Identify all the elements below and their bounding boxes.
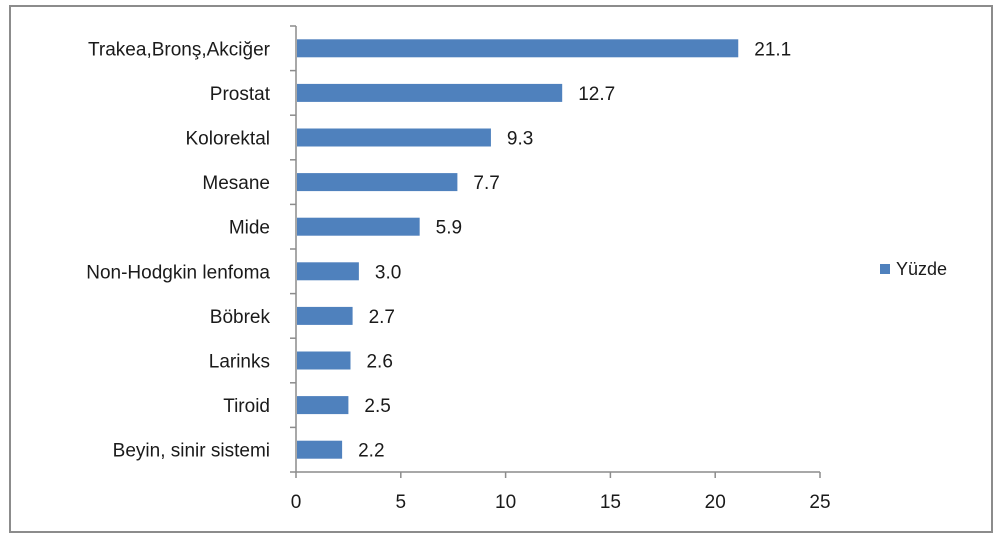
legend-swatch-yuzde: [880, 264, 890, 274]
bar-3: [297, 173, 458, 192]
data-label-6: 2.7: [369, 307, 395, 328]
category-label-9: Beyin, sinir sistemi: [113, 441, 270, 462]
bar-5: [297, 262, 359, 281]
legend-label-yuzde: Yüzde: [896, 259, 947, 279]
legend: Yüzde: [880, 259, 947, 279]
x-tick-label-2: 10: [495, 492, 516, 513]
category-label-2: Kolorektal: [186, 129, 271, 150]
bar-2: [297, 128, 491, 147]
bar-8: [297, 396, 349, 415]
category-label-7: Larinks: [209, 352, 270, 373]
data-label-7: 2.6: [366, 352, 392, 373]
bar-7: [297, 351, 351, 370]
category-label-1: Prostat: [210, 84, 271, 105]
category-label-4: Mide: [229, 218, 270, 239]
category-label-5: Non-Hodgkin lenfoma: [86, 262, 270, 283]
data-label-5: 3.0: [375, 262, 401, 283]
bar-6: [297, 306, 353, 325]
bar-0: [297, 39, 739, 58]
bar-4: [297, 217, 420, 236]
category-label-8: Tiroid: [223, 396, 270, 417]
x-tick-label-4: 20: [705, 492, 726, 513]
data-label-2: 9.3: [507, 129, 533, 150]
data-label-1: 12.7: [578, 84, 615, 105]
x-tick-label-5: 25: [809, 492, 830, 513]
data-label-8: 2.5: [364, 396, 390, 417]
category-label-6: Böbrek: [210, 307, 271, 328]
data-label-4: 5.9: [436, 218, 462, 239]
bar-1: [297, 83, 563, 102]
category-labels: Trakea,Bronş,Akciğer Prostat Kolorektal Mes…: [86, 39, 270, 461]
data-label-3: 7.7: [473, 173, 499, 194]
bar-9: [297, 440, 343, 459]
data-label-0: 21.1: [754, 39, 791, 60]
category-label-3: Mesane: [202, 173, 270, 194]
axes: 0 5 10 15 20 25: [290, 25, 831, 513]
data-label-9: 2.2: [358, 441, 384, 462]
bars-group: [297, 39, 739, 459]
data-labels: 21.1 12.7 9.3 7.7 5.9 3.0 2.7 2.6 2.5 2.2: [358, 39, 791, 461]
x-tick-label-1: 5: [396, 492, 407, 513]
x-tick-label-3: 15: [600, 492, 621, 513]
x-tick-label-0: 0: [291, 492, 302, 513]
category-label-0: Trakea,Bronş,Akciğer: [88, 39, 271, 60]
